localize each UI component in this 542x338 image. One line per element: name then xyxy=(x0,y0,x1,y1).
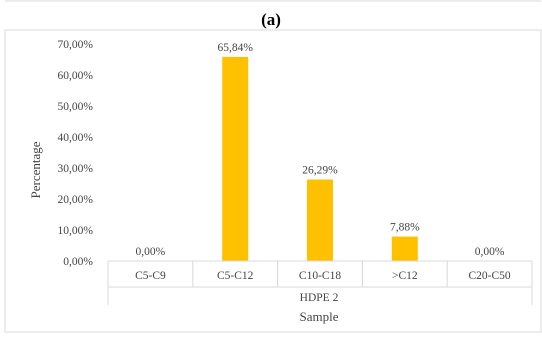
y-tick-label: 40,00% xyxy=(58,132,94,144)
bar xyxy=(391,236,418,261)
x-tick-label: C5-C12 xyxy=(217,270,254,282)
chart-frame xyxy=(4,29,542,333)
data-label: 0,00% xyxy=(136,246,166,258)
panel-label: (a) xyxy=(261,10,281,29)
x-tick-label: C10-C18 xyxy=(299,270,341,282)
x-tick-labels: C5-C9 C5-C12 C10-C18 >C12 C20-C50 xyxy=(107,261,533,305)
data-labels: 0,00% 65,84% 26,29% 7,88% 0,00% xyxy=(136,42,505,258)
y-tick-label: 70,00% xyxy=(58,39,94,51)
x-axis-title: Sample xyxy=(300,309,339,324)
y-tick-label: 30,00% xyxy=(58,163,94,175)
x-tick-label: >C12 xyxy=(392,270,418,282)
x-tick-label: C20-C50 xyxy=(469,270,511,282)
data-label: 65,84% xyxy=(217,42,253,54)
bar xyxy=(222,56,249,262)
group-label: HDPE 2 xyxy=(300,292,339,304)
y-tick-label: 60,00% xyxy=(58,70,94,82)
data-label: 0,00% xyxy=(475,246,505,258)
x-tick-label: C5-C9 xyxy=(135,270,166,282)
y-tick-label: 20,00% xyxy=(58,194,94,206)
data-label: 7,88% xyxy=(390,222,420,234)
y-tick-label: 10,00% xyxy=(58,225,94,237)
y-tick-labels: 0,00% 10,00% 20,00% 30,00% 40,00% 50,00% 60,00… xyxy=(58,39,94,268)
data-label: 26,29% xyxy=(302,165,338,177)
y-tick-label: 50,00% xyxy=(58,101,94,113)
bars xyxy=(222,56,418,262)
bar xyxy=(307,179,333,261)
y-tick-label: 0,00% xyxy=(63,256,93,268)
y-axis-title: Percentage xyxy=(28,141,43,198)
